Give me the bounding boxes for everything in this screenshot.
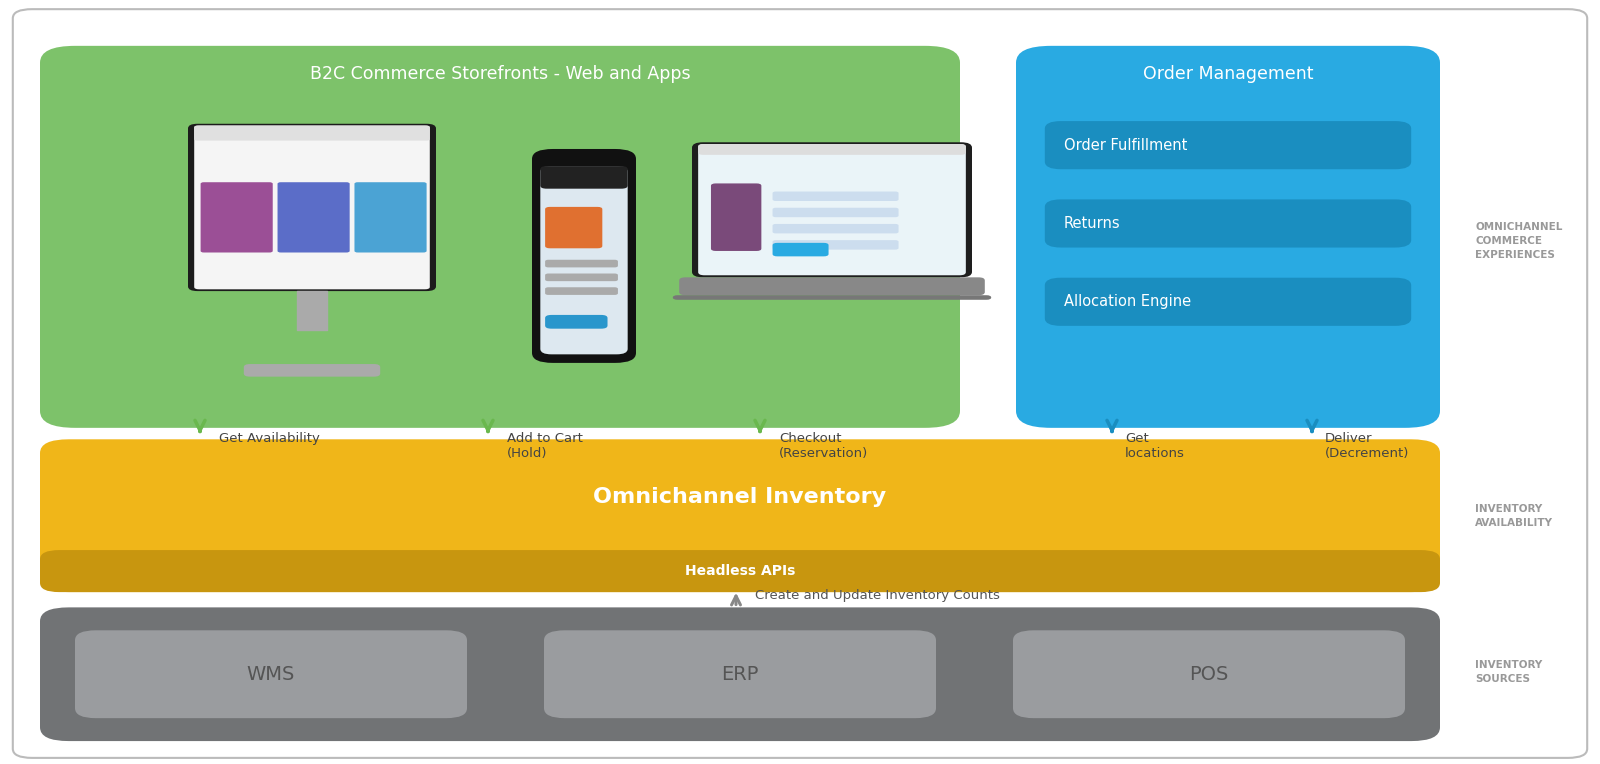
FancyBboxPatch shape bbox=[698, 144, 966, 155]
Text: Deliver
(Decrement): Deliver (Decrement) bbox=[1325, 432, 1410, 460]
FancyBboxPatch shape bbox=[189, 124, 435, 291]
Text: OMNICHANNEL
COMMERCE
EXPERIENCES: OMNICHANNEL COMMERCE EXPERIENCES bbox=[1475, 222, 1563, 260]
FancyBboxPatch shape bbox=[40, 46, 960, 428]
FancyBboxPatch shape bbox=[40, 607, 1440, 741]
FancyBboxPatch shape bbox=[546, 207, 602, 248]
FancyBboxPatch shape bbox=[1045, 121, 1411, 169]
FancyBboxPatch shape bbox=[710, 183, 762, 251]
FancyBboxPatch shape bbox=[546, 287, 618, 295]
FancyBboxPatch shape bbox=[541, 166, 627, 354]
FancyBboxPatch shape bbox=[773, 240, 899, 250]
FancyBboxPatch shape bbox=[544, 630, 936, 718]
FancyBboxPatch shape bbox=[1045, 199, 1411, 248]
FancyBboxPatch shape bbox=[546, 260, 618, 267]
FancyBboxPatch shape bbox=[194, 125, 430, 290]
FancyBboxPatch shape bbox=[773, 224, 899, 233]
FancyBboxPatch shape bbox=[691, 142, 971, 277]
Text: INVENTORY
SOURCES: INVENTORY SOURCES bbox=[1475, 660, 1542, 685]
FancyBboxPatch shape bbox=[698, 144, 966, 275]
FancyBboxPatch shape bbox=[773, 208, 899, 217]
Text: INVENTORY
AVAILABILITY: INVENTORY AVAILABILITY bbox=[1475, 503, 1554, 528]
Text: Checkout
(Reservation): Checkout (Reservation) bbox=[779, 432, 869, 460]
FancyBboxPatch shape bbox=[355, 183, 427, 252]
Text: Headless APIs: Headless APIs bbox=[685, 564, 795, 578]
Text: Add to Cart
(Hold): Add to Cart (Hold) bbox=[507, 432, 582, 460]
FancyBboxPatch shape bbox=[200, 183, 272, 252]
Text: B2C Commerce Storefronts - Web and Apps: B2C Commerce Storefronts - Web and Apps bbox=[310, 65, 690, 83]
FancyBboxPatch shape bbox=[1016, 46, 1440, 428]
FancyBboxPatch shape bbox=[546, 274, 618, 281]
FancyBboxPatch shape bbox=[773, 192, 899, 201]
FancyBboxPatch shape bbox=[1045, 277, 1411, 325]
FancyBboxPatch shape bbox=[194, 125, 430, 141]
Text: Returns: Returns bbox=[1064, 216, 1120, 231]
Text: Omnichannel Inventory: Omnichannel Inventory bbox=[594, 487, 886, 507]
FancyBboxPatch shape bbox=[40, 439, 1440, 592]
FancyBboxPatch shape bbox=[541, 166, 627, 189]
Text: Get
locations: Get locations bbox=[1125, 432, 1184, 460]
FancyBboxPatch shape bbox=[40, 550, 1440, 592]
Text: POS: POS bbox=[1189, 665, 1229, 684]
FancyBboxPatch shape bbox=[546, 315, 608, 329]
FancyBboxPatch shape bbox=[773, 243, 829, 257]
FancyBboxPatch shape bbox=[1013, 630, 1405, 718]
FancyBboxPatch shape bbox=[672, 295, 990, 299]
FancyBboxPatch shape bbox=[277, 183, 350, 252]
Text: Get Availability: Get Availability bbox=[219, 432, 320, 445]
Text: Create and Update Inventory Counts: Create and Update Inventory Counts bbox=[755, 589, 1000, 603]
Text: Allocation Engine: Allocation Engine bbox=[1064, 294, 1190, 309]
Text: WMS: WMS bbox=[246, 665, 294, 684]
Text: Order Management: Order Management bbox=[1142, 65, 1314, 83]
FancyBboxPatch shape bbox=[243, 364, 381, 377]
Text: Order Fulfillment: Order Fulfillment bbox=[1064, 138, 1187, 153]
FancyBboxPatch shape bbox=[678, 277, 984, 295]
Text: ERP: ERP bbox=[722, 665, 758, 684]
FancyBboxPatch shape bbox=[75, 630, 467, 718]
FancyBboxPatch shape bbox=[531, 149, 637, 363]
